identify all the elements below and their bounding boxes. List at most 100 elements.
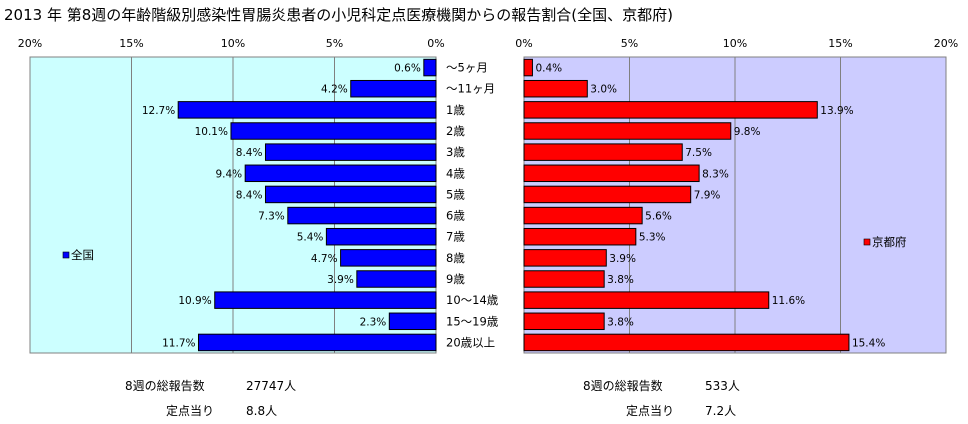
legend-kyoto-swatch xyxy=(863,238,871,246)
data-label-kyoto: 3.0% xyxy=(590,84,617,96)
category-label: 8歳 xyxy=(446,251,465,265)
bar-national xyxy=(177,101,437,119)
tick-label-left: 0% xyxy=(427,37,444,50)
bar-kyoto xyxy=(523,79,588,98)
bar-national xyxy=(388,312,437,331)
national-per-value: 8.8人 xyxy=(246,404,277,418)
data-label-kyoto: 5.3% xyxy=(639,232,666,244)
left-tick-labels: 0% 5% 10% 15% 20% xyxy=(18,37,445,50)
bar-national xyxy=(264,185,437,204)
legend-national-swatch xyxy=(62,251,70,259)
bar-national xyxy=(325,227,437,246)
bar-kyoto xyxy=(523,122,732,140)
data-label-national: 10.1% xyxy=(195,126,228,138)
data-label-kyoto: 7.9% xyxy=(694,189,721,201)
kyoto-stats: 8週の総報告数 533人 定点当り 7.2人 xyxy=(583,378,740,418)
tick-label-right: 5% xyxy=(621,37,638,50)
tick-label-right: 0% xyxy=(515,37,532,50)
tick-label-left: 20% xyxy=(18,37,42,50)
data-label-kyoto: 3.8% xyxy=(607,274,634,286)
bar-kyoto xyxy=(523,185,692,204)
category-label: 2歳 xyxy=(446,124,465,138)
bar-kyoto xyxy=(523,291,770,309)
data-label-national: 3.9% xyxy=(327,274,354,286)
bar-national xyxy=(230,122,437,140)
bar-kyoto xyxy=(523,101,818,119)
national-bars: 0.6% 4.2% 12.7% 10.1% 8.4% 9.4% 8.4% 7.3% 5.4% 4.… xyxy=(142,58,437,352)
bar-national xyxy=(287,206,437,225)
bar-national xyxy=(340,249,437,267)
tick-label-right: 10% xyxy=(723,37,747,50)
data-label-kyoto: 15.4% xyxy=(852,337,885,349)
data-label-national: 4.7% xyxy=(311,253,338,265)
legend-kyoto: 京都府 xyxy=(863,235,907,249)
bar-kyoto xyxy=(523,143,683,161)
right-tick-labels: 0% 5% 10% 15% 20% xyxy=(515,37,958,50)
kyoto-total-label: 8週の総報告数 xyxy=(583,378,663,393)
kyoto-total-value: 533人 xyxy=(705,379,740,393)
data-label-kyoto: 9.8% xyxy=(734,126,761,138)
bar-national xyxy=(356,270,437,288)
data-label-national: 8.4% xyxy=(236,189,263,201)
category-label: 20歳以上 xyxy=(446,335,495,349)
data-label-national: 0.6% xyxy=(394,63,421,75)
chart-title: 2013 年 第8週の年齢階級別感染性胃腸炎患者の小児科定点医療機関からの報告割… xyxy=(4,6,673,24)
bar-national xyxy=(197,333,437,352)
bar-kyoto xyxy=(523,206,643,225)
data-label-national: 10.9% xyxy=(178,295,211,307)
category-label: 7歳 xyxy=(446,230,465,244)
bar-kyoto xyxy=(523,249,607,267)
data-label-kyoto: 3.9% xyxy=(609,253,636,265)
kyoto-per-value: 7.2人 xyxy=(705,404,736,418)
bar-kyoto xyxy=(523,58,533,77)
category-label: 4歳 xyxy=(446,166,465,180)
legend-national: 全国 xyxy=(62,248,94,262)
bar-kyoto xyxy=(523,227,637,246)
category-labels: 〜5ヶ月〜11ヶ月 1歳 2歳 3歳 4歳 5歳 6歳 7歳 8歳 9歳 10〜14歳 15〜19歳 2… xyxy=(446,61,499,350)
data-label-national: 11.7% xyxy=(162,337,195,349)
bar-national xyxy=(214,291,437,309)
data-label-kyoto: 5.6% xyxy=(645,211,672,223)
national-total-value: 27747人 xyxy=(246,379,296,393)
bar-national xyxy=(264,143,437,161)
legend-national-label: 全国 xyxy=(71,248,94,262)
data-label-kyoto: 11.6% xyxy=(772,295,805,307)
category-label: 5歳 xyxy=(446,187,465,201)
data-label-national: 8.4% xyxy=(236,147,263,159)
category-label: 1歳 xyxy=(446,103,465,117)
bar-national xyxy=(350,79,437,98)
data-label-national: 5.4% xyxy=(297,232,324,244)
category-label: 15〜19歳 xyxy=(446,314,499,328)
national-stats: 8週の総報告数 27747人 定点当り 8.8人 xyxy=(125,378,296,418)
tick-label-left: 10% xyxy=(221,37,245,50)
bar-kyoto xyxy=(523,312,605,331)
category-label: 3歳 xyxy=(446,145,465,159)
data-label-national: 12.7% xyxy=(142,105,175,117)
category-label: 〜11ヶ月 xyxy=(446,82,495,96)
bar-kyoto xyxy=(523,164,700,183)
category-label: 10〜14歳 xyxy=(446,293,499,307)
data-label-national: 9.4% xyxy=(215,168,242,180)
tick-label-left: 5% xyxy=(326,37,343,50)
tick-label-right: 15% xyxy=(828,37,852,50)
tick-label-right: 20% xyxy=(934,37,958,50)
kyoto-per-label: 定点当り xyxy=(626,403,674,418)
data-label-national: 7.3% xyxy=(258,211,285,223)
data-label-kyoto: 3.8% xyxy=(607,316,634,328)
data-label-national: 2.3% xyxy=(360,316,387,328)
data-label-kyoto: 7.5% xyxy=(685,147,712,159)
category-label: 9歳 xyxy=(446,272,465,286)
national-total-label: 8週の総報告数 xyxy=(125,378,205,393)
data-label-kyoto: 0.4% xyxy=(535,63,562,75)
kyoto-bars: 0.4% 3.0% 13.9% 9.8% 7.5% 8.3% 7.9% 5.6% 5.3%3.9… xyxy=(523,58,885,352)
bar-national xyxy=(423,58,437,77)
legend-kyoto-label: 京都府 xyxy=(872,235,907,249)
bar-national xyxy=(244,164,437,183)
category-label: 〜5ヶ月 xyxy=(446,61,488,75)
data-label-kyoto: 13.9% xyxy=(820,105,853,117)
national-per-label: 定点当り xyxy=(166,403,214,418)
tick-label-left: 15% xyxy=(119,37,143,50)
bar-kyoto xyxy=(523,333,850,352)
category-label: 6歳 xyxy=(446,209,465,223)
